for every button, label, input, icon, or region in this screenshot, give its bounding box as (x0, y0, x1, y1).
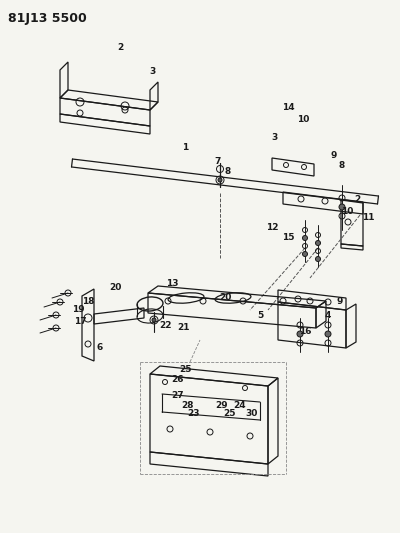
Circle shape (316, 256, 320, 262)
Text: 2: 2 (117, 44, 123, 52)
Circle shape (316, 240, 320, 246)
Text: 25: 25 (224, 409, 236, 418)
Text: 81J13 5500: 81J13 5500 (8, 12, 87, 25)
Text: 30: 30 (246, 409, 258, 418)
Text: 9: 9 (337, 297, 343, 306)
Text: 22: 22 (160, 321, 172, 330)
Circle shape (152, 318, 156, 322)
Text: 7: 7 (215, 157, 221, 166)
Text: 1: 1 (182, 143, 188, 152)
Text: 11: 11 (362, 214, 374, 222)
Text: 24: 24 (234, 401, 246, 410)
Circle shape (302, 236, 308, 240)
Text: 25: 25 (180, 366, 192, 375)
Text: 29: 29 (216, 401, 228, 410)
Circle shape (302, 252, 308, 256)
Text: 19: 19 (72, 305, 84, 314)
Text: 16: 16 (299, 327, 311, 336)
Text: 3: 3 (272, 133, 278, 142)
Text: 5: 5 (257, 311, 263, 320)
Text: 28: 28 (182, 401, 194, 410)
Text: 8: 8 (225, 167, 231, 176)
Text: 3: 3 (149, 68, 155, 77)
Text: 6: 6 (97, 343, 103, 352)
Text: 20: 20 (219, 294, 231, 303)
Text: 27: 27 (172, 392, 184, 400)
Text: 2: 2 (354, 196, 360, 205)
Text: 23: 23 (188, 409, 200, 418)
Text: 20: 20 (109, 284, 121, 293)
Text: 18: 18 (82, 297, 94, 306)
Text: 21: 21 (177, 324, 189, 333)
Text: 26: 26 (172, 376, 184, 384)
Circle shape (339, 204, 345, 210)
Text: 8: 8 (339, 161, 345, 171)
Text: 4: 4 (325, 311, 331, 320)
Text: 10: 10 (341, 206, 353, 215)
Text: 14: 14 (282, 103, 294, 112)
Text: 17: 17 (74, 318, 86, 327)
Circle shape (297, 331, 303, 337)
Text: 13: 13 (166, 279, 178, 288)
Text: 15: 15 (282, 233, 294, 243)
Text: 12: 12 (266, 223, 278, 232)
Circle shape (325, 331, 331, 337)
Circle shape (218, 178, 222, 182)
Text: 10: 10 (297, 115, 309, 124)
Text: 9: 9 (331, 150, 337, 159)
